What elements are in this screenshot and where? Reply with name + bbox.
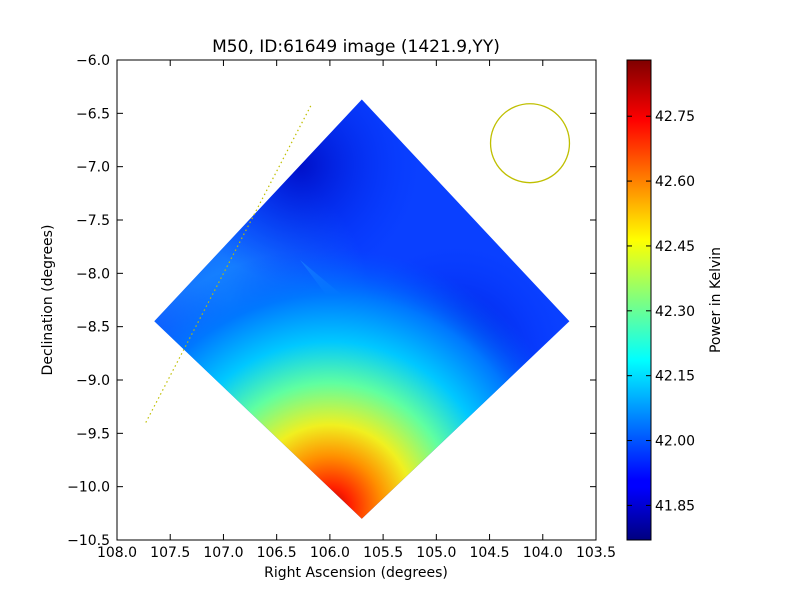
y-tick-label: −10.5 <box>67 533 110 549</box>
beam-circle <box>489 103 571 184</box>
colorbar-tick-label: 41.85 <box>655 498 695 514</box>
colorbar-label: Power in Kelvin <box>708 247 724 353</box>
y-tick-label: −10.0 <box>67 480 110 496</box>
y-tick-label: −7.5 <box>76 213 110 229</box>
y-tick-label: −8.0 <box>76 266 110 282</box>
x-tick-label: 104.0 <box>523 545 563 561</box>
x-axis: 108.0 107.5 107.0 106.5 106.0 105.5 105.0 104.5… <box>97 60 616 561</box>
y-tick-label: −9.0 <box>76 373 110 389</box>
x-tick-label: 107.5 <box>150 545 190 561</box>
x-axis-label: Right Ascension (degrees) <box>264 565 448 581</box>
colorbar-gradient <box>626 59 652 541</box>
chart-title: M50, ID:61649 image (1421.9,YY) <box>212 37 500 57</box>
y-tick-label: −6.5 <box>76 106 110 122</box>
colorbar: 41.85 42.00 42.15 42.30 42.45 42.60 42.75 Powe… <box>626 59 724 541</box>
y-tick-label: −6.0 <box>76 53 110 69</box>
colorbar-tick-label: 42.60 <box>655 174 695 190</box>
y-tick-label: −7.0 <box>76 160 110 176</box>
x-tick-label: 105.0 <box>416 545 456 561</box>
colorbar-tick-label: 42.00 <box>655 434 695 450</box>
plot-frame <box>116 59 597 541</box>
x-tick-label: 105.5 <box>363 545 403 561</box>
colorbar-tick-label: 42.75 <box>655 109 695 125</box>
colorbar-tick-label: 42.45 <box>655 239 695 255</box>
x-tick-label: 107.0 <box>203 545 243 561</box>
dotted-line <box>145 105 312 423</box>
x-tick-label: 106.5 <box>257 545 297 561</box>
x-tick-label: 103.5 <box>576 545 616 561</box>
y-tick-label: −8.5 <box>76 320 110 336</box>
x-tick-label: 106.0 <box>310 545 350 561</box>
y-axis-label: Declination (degrees) <box>40 225 56 376</box>
x-tick-label: 108.0 <box>97 545 137 561</box>
y-tick-label: −9.5 <box>76 426 110 442</box>
colorbar-tick-label: 42.15 <box>655 369 695 385</box>
colorbar-tick-label: 42.30 <box>655 304 695 320</box>
y-axis: −6.0 −6.5 −7.0 −7.5 −8.0 −8.5 −9.0 −9.5 −10.0 −10… <box>67 53 596 549</box>
x-tick-label: 104.5 <box>470 545 510 561</box>
